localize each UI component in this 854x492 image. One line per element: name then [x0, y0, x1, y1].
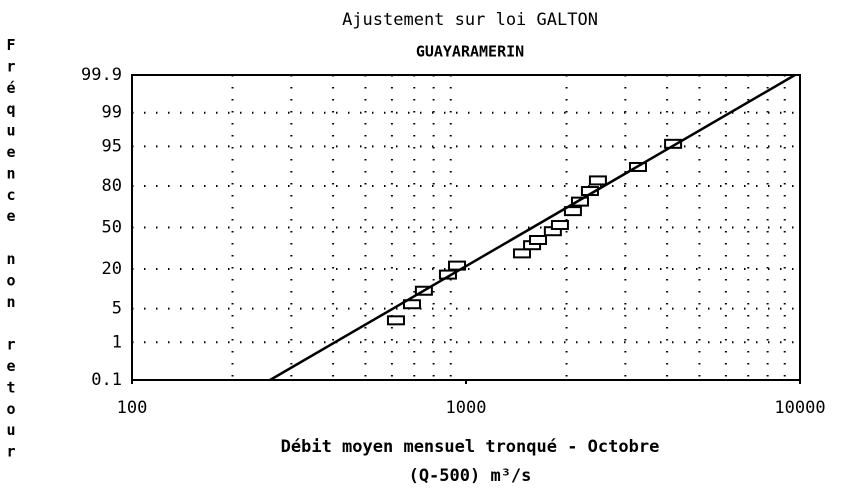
y-tick-label: 0.1	[91, 370, 122, 390]
data-point	[529, 235, 548, 246]
data-point	[570, 196, 589, 207]
data-point	[438, 269, 457, 280]
fit-line	[269, 73, 796, 382]
y-tick-label: 99.9	[81, 65, 122, 85]
data-point	[550, 220, 569, 231]
y-axis-title: Fréquence non retour	[2, 36, 20, 464]
x-axis-subtitle: (Q-500) m³/s	[409, 466, 532, 486]
data-point	[664, 138, 683, 149]
x-axis-title: Débit moyen mensuel tronqué - Octobre	[281, 437, 660, 457]
data-point	[386, 315, 405, 326]
x-tick-label: 10000	[774, 398, 825, 418]
x-tick-label: 100	[117, 398, 148, 418]
y-tick-label: 80	[102, 176, 122, 196]
y-tick-label: 99	[102, 103, 122, 123]
data-point	[512, 248, 531, 259]
x-tick-label: 1000	[446, 398, 487, 418]
data-point	[588, 175, 607, 186]
chart-subtitle: GUAYARAMERIN	[416, 43, 524, 61]
y-tick-label: 1	[112, 332, 122, 352]
y-tick-label: 95	[102, 136, 122, 156]
y-tick-label: 5	[112, 299, 122, 319]
chart-title: Ajustement sur loi GALTON	[342, 10, 598, 30]
y-tick-label: 20	[102, 259, 122, 279]
data-point	[402, 299, 421, 310]
plot-frame	[131, 74, 801, 381]
data-point	[563, 206, 582, 217]
y-tick-label: 50	[102, 218, 122, 238]
